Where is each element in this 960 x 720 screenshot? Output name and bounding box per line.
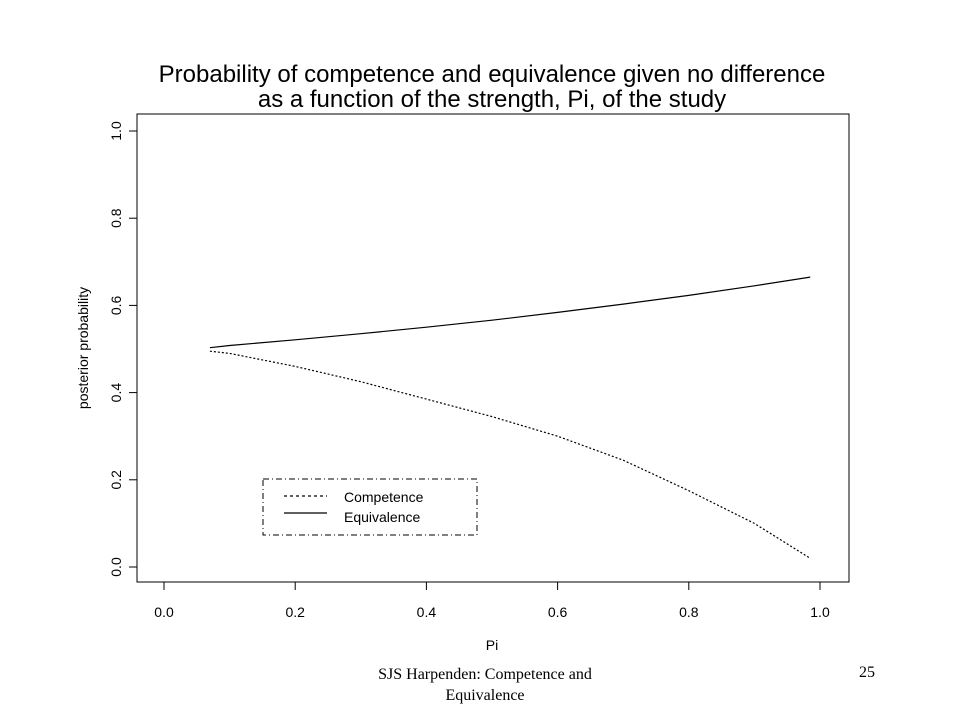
- x-axis: 0.0 0.2 0.4 0.6 0.8 1.0: [154, 581, 830, 620]
- chart-title-line-2: as a function of the strength, Pi, of th…: [258, 86, 726, 113]
- series-line-equivalence: [209, 276, 811, 349]
- x-tick-label: 0.0: [154, 604, 174, 620]
- x-tick-label: 0.4: [417, 604, 437, 620]
- chart-title-line-1: Probability of competence and equivalenc…: [159, 61, 826, 88]
- x-tick-label: 0.8: [679, 604, 699, 620]
- series-line-competence: [209, 350, 811, 559]
- legend: Competence Equivalence: [262, 478, 478, 536]
- footer-presentation-title: SJS Harpenden: Competence and Equivalenc…: [378, 666, 592, 704]
- series-layer: [209, 276, 811, 559]
- legend-box: [262, 478, 478, 536]
- legend-label-competence: Competence: [344, 489, 424, 505]
- x-tick-label: 0.6: [548, 604, 568, 620]
- x-tick-label: 0.2: [285, 604, 305, 620]
- y-tick-label: 0.6: [108, 295, 124, 315]
- y-tick-label: 0.2: [108, 470, 124, 490]
- footer-page-number: 25: [859, 664, 875, 681]
- y-tick-label: 0.0: [108, 557, 124, 577]
- x-axis-label: Pi: [486, 637, 498, 653]
- plot-frame: [136, 113, 850, 583]
- x-tick-label: 1.0: [810, 604, 830, 620]
- y-axis-label: posterior probability: [75, 287, 91, 409]
- y-tick-label: 0.8: [108, 208, 124, 228]
- y-tick-label: 1.0: [108, 121, 124, 141]
- y-tick-label: 0.4: [108, 383, 124, 403]
- y-axis: 0.0 0.2 0.4 0.6 0.8 1.0: [108, 121, 138, 577]
- legend-label-equivalence: Equivalence: [344, 509, 420, 525]
